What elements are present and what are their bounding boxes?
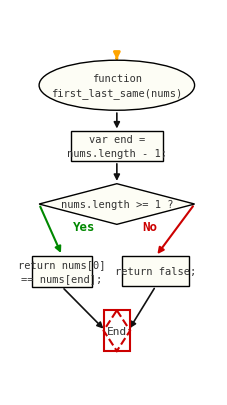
Text: function
first_last_same(nums): function first_last_same(nums) [51, 74, 182, 98]
Text: No: No [141, 220, 156, 233]
Text: return false;: return false; [115, 266, 195, 277]
Text: return nums[0]
== nums[end];: return nums[0] == nums[end]; [18, 260, 105, 284]
Text: Yes: Yes [73, 220, 95, 233]
Bar [71, 132, 162, 162]
Text: nums.length >= 1 ?: nums.length >= 1 ? [60, 200, 172, 209]
Polygon shape [39, 184, 194, 225]
Bar [32, 256, 92, 287]
Bar [122, 257, 188, 286]
Text: End: End [106, 326, 126, 336]
Text: var end =
nums.length - 1;: var end = nums.length - 1; [67, 135, 166, 159]
Bar [103, 311, 130, 351]
Ellipse shape [39, 61, 194, 111]
